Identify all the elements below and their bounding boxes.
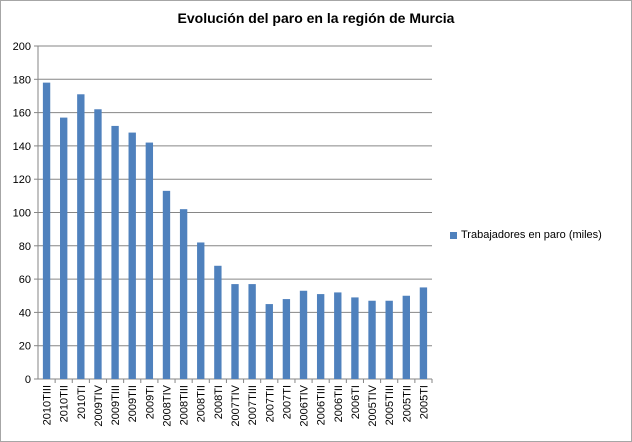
chart-title: Evolución del paro en la región de Murci… (177, 10, 455, 26)
bar (265, 304, 273, 379)
bar (299, 290, 308, 379)
bar (351, 297, 359, 379)
legend: Trabajadores en paro (miles) (450, 229, 602, 241)
y-tick-label: 180 (13, 74, 31, 86)
bar (385, 300, 393, 379)
x-tick-label: 2007TII (264, 385, 276, 422)
bars (42, 82, 428, 380)
bar (162, 190, 171, 379)
gridlines (38, 45, 432, 347)
x-tick-label: 2007TIII (247, 385, 259, 425)
x-tick-label: 2010TIII (42, 385, 54, 425)
y-tick-label: 0 (25, 374, 31, 386)
bar (94, 109, 102, 380)
bar (334, 292, 342, 379)
bar (145, 142, 154, 379)
bar (128, 132, 136, 379)
x-tick-label: 2007TIV (230, 384, 242, 426)
x-tick-label: 2008TIII (179, 385, 191, 425)
bar (402, 295, 410, 379)
x-tick-label: 2005TIV (367, 384, 379, 426)
x-tick-label: 2008TIV (161, 384, 173, 426)
y-tick-label: 40 (19, 307, 31, 319)
x-tick-label: 2009TI (144, 385, 156, 419)
bar (282, 299, 291, 379)
tick-labels: 0 20 40 60 80 100 120 140 160 180 200 2010TIII 2010T… (13, 41, 431, 427)
bar (316, 294, 325, 379)
bar (77, 94, 85, 379)
bar (419, 287, 428, 379)
legend-swatch (450, 231, 457, 239)
bar (111, 125, 119, 379)
y-tick-label: 140 (13, 141, 31, 153)
y-tick-label: 200 (13, 41, 31, 53)
x-tick-label: 2008TI (213, 385, 225, 419)
y-tick-label: 20 (19, 341, 31, 353)
y-tick-label: 120 (13, 174, 31, 186)
bar (179, 209, 188, 379)
x-tick-label: 2005TII (401, 385, 413, 422)
bar (231, 284, 239, 379)
bar (60, 117, 68, 379)
legend-label: Trabajadores en paro (miles) (461, 229, 602, 241)
x-tick-label: 2005TIII (384, 385, 396, 425)
x-tick-label: 2009TIII (110, 385, 122, 425)
x-tick-label: 2007TI (281, 385, 293, 419)
x-tick-label: 2010TI (76, 385, 88, 419)
bar (214, 265, 222, 379)
bar (368, 300, 376, 379)
bar (248, 284, 256, 379)
y-tick-label: 160 (13, 108, 31, 120)
x-tick-label: 2006TIV (299, 384, 311, 426)
x-tick-label: 2009TII (127, 385, 139, 422)
y-tick-label: 100 (13, 208, 31, 220)
x-tick-label: 2006TIII (316, 385, 328, 425)
bar (42, 82, 51, 379)
x-tick-label: 2009TIV (93, 384, 105, 426)
x-tick-label: 2010TII (59, 385, 71, 422)
y-tick-label: 80 (19, 241, 31, 253)
x-tick-label: 2006TI (350, 385, 362, 419)
x-tick-label: 2006TII (333, 385, 345, 422)
x-tick-label: 2008TII (196, 385, 208, 422)
x-tick-label: 2005TI (418, 385, 430, 419)
bar (197, 242, 205, 379)
y-tick-label: 60 (19, 274, 31, 286)
